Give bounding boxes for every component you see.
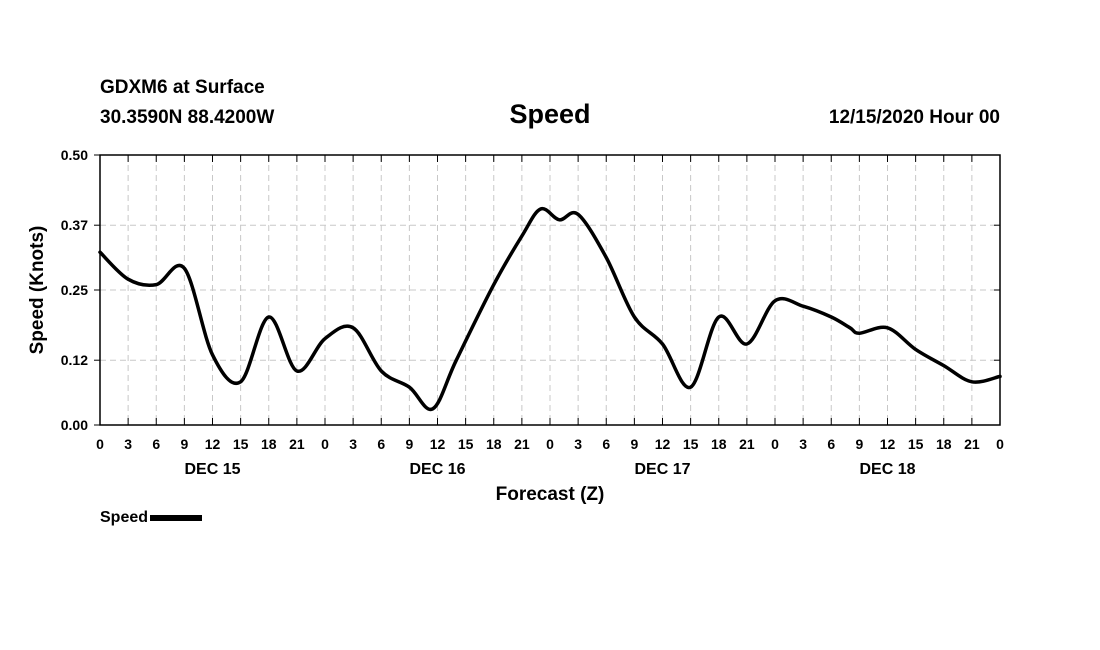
legend: Speed xyxy=(100,509,203,527)
run-time-label: 12/15/2020 Hour 00 xyxy=(828,107,1000,128)
x-tick-label: 18 xyxy=(936,436,952,452)
day-label: DEC 16 xyxy=(409,461,465,478)
legend-label: Speed xyxy=(100,509,149,526)
x-tick-label: 18 xyxy=(711,436,727,452)
x-tick-label: 12 xyxy=(205,436,221,452)
y-tick-label: 0.12 xyxy=(61,352,88,368)
x-tick-label: 15 xyxy=(458,436,474,452)
speed-series-line xyxy=(98,206,1002,412)
y-tick-label: 0.00 xyxy=(61,417,88,433)
x-tick-label: 21 xyxy=(739,436,755,452)
x-tick-label: 21 xyxy=(514,436,530,452)
x-axis-label: Forecast (Z) xyxy=(496,484,605,505)
x-tick-label: 6 xyxy=(602,436,610,452)
x-tick-label: 9 xyxy=(630,436,638,452)
legend-swatch xyxy=(150,514,203,521)
x-tick-label: 0 xyxy=(321,436,329,452)
x-tick-label: 12 xyxy=(655,436,671,452)
x-tick-label: 12 xyxy=(880,436,896,452)
y-tick-label: 0.25 xyxy=(61,282,88,298)
x-tick-label: 18 xyxy=(261,436,277,452)
x-tick-label: 15 xyxy=(908,436,924,452)
coordinates-label: 30.3590N 88.4200W xyxy=(100,107,275,128)
day-label: DEC 17 xyxy=(634,461,690,478)
axis-layer: 0 3 6 9 12 15 18 21 0 3 6 9 12 15 18 21 0 3 6 9 12 15 18 21 0 3 6 9… xyxy=(61,147,1004,478)
station-label: GDXM6 at Surface xyxy=(100,77,265,98)
x-tick-label: 3 xyxy=(799,436,807,452)
x-tick-label: 15 xyxy=(683,436,699,452)
x-tick-label: 9 xyxy=(180,436,188,452)
y-tick-label: 0.37 xyxy=(61,217,88,233)
x-tick-label: 21 xyxy=(289,436,305,452)
chart-title: Speed xyxy=(509,99,591,129)
x-tick-label: 0 xyxy=(96,436,104,452)
x-tick-label: 3 xyxy=(124,436,132,452)
x-tick-label: 3 xyxy=(574,436,582,452)
grid-layer xyxy=(100,155,1000,425)
x-tick-label: 15 xyxy=(233,436,249,452)
y-axis-label: Speed (Knots) xyxy=(27,226,48,355)
day-label: DEC 18 xyxy=(859,461,915,478)
x-tick-label: 6 xyxy=(377,436,385,452)
x-tick-label: 9 xyxy=(405,436,413,452)
x-tick-label: 0 xyxy=(546,436,554,452)
x-tick-label: 6 xyxy=(152,436,160,452)
x-tick-label: 3 xyxy=(349,436,357,452)
y-tick-label: 0.50 xyxy=(61,147,88,163)
x-tick-label: 6 xyxy=(827,436,835,452)
x-tick-label: 21 xyxy=(964,436,980,452)
day-label: DEC 15 xyxy=(184,461,240,478)
x-tick-label: 0 xyxy=(996,436,1004,452)
x-tick-label: 12 xyxy=(430,436,446,452)
x-tick-label: 0 xyxy=(771,436,779,452)
series-layer xyxy=(98,206,1002,412)
x-tick-label: 18 xyxy=(486,436,502,452)
x-tick-label: 9 xyxy=(855,436,863,452)
